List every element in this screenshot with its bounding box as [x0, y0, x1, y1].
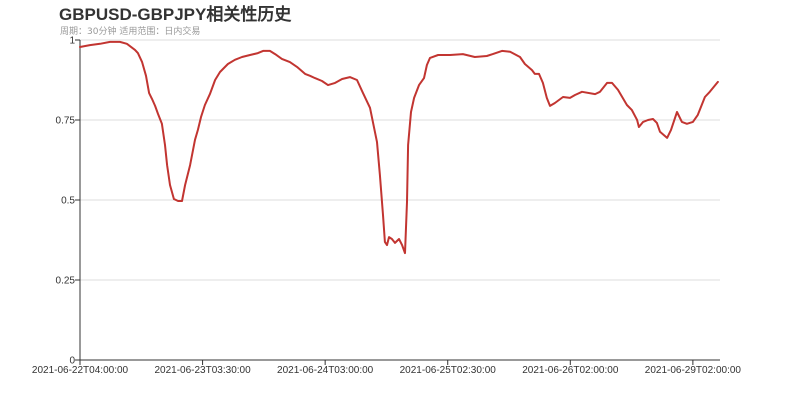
x-tick-label: 2021-06-29T02:00:00 — [645, 365, 742, 376]
y-tick-label: 0.25 — [56, 276, 76, 287]
x-tick-label: 2021-06-26T02:00:00 — [522, 365, 619, 376]
y-tick-label: 1 — [69, 36, 75, 47]
y-tick-label: 0.5 — [61, 196, 75, 207]
x-tick-label: 2021-06-22T04:00:00 — [32, 365, 129, 376]
x-tick-label: 2021-06-25T02:30:00 — [400, 365, 497, 376]
chart-subtitle: 周期：30分钟 适用范围：日内交易 — [60, 27, 201, 37]
x-tick-label: 2021-06-23T03:30:00 — [154, 365, 251, 376]
y-tick-label: 0.75 — [56, 116, 76, 127]
x-tick-label: 2021-06-24T03:00:00 — [277, 365, 374, 376]
correlation-series-line — [79, 40, 719, 255]
chart-title: GBPUSD-GBPJPY相关性历史 — [59, 5, 292, 24]
y-tick-label: 0 — [69, 356, 75, 367]
